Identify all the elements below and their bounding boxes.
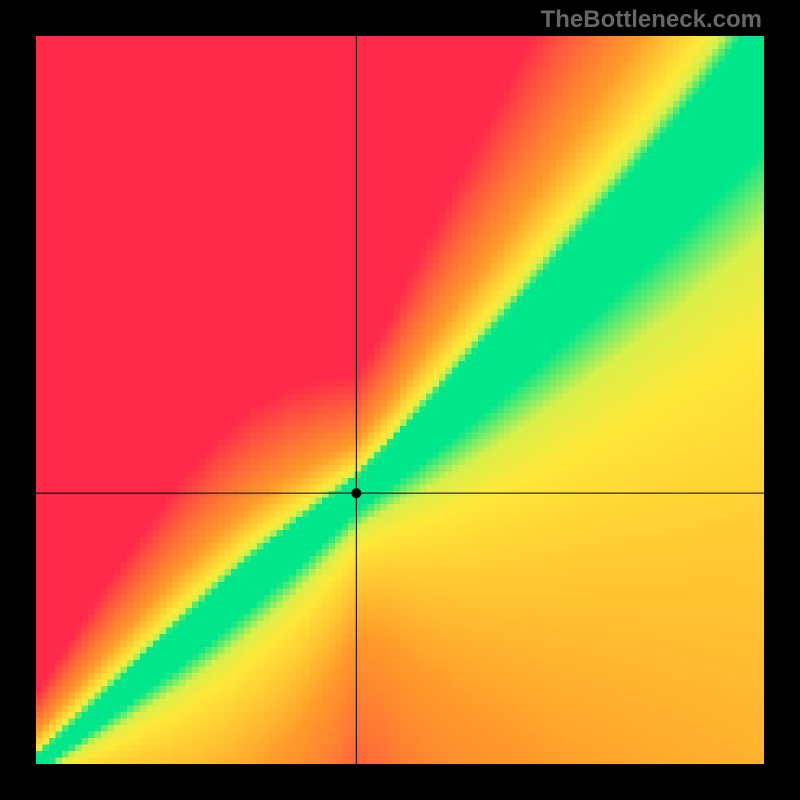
chart-container: TheBottleneck.com	[0, 0, 800, 800]
watermark-text: TheBottleneck.com	[541, 6, 762, 34]
bottleneck-heatmap	[36, 36, 764, 764]
